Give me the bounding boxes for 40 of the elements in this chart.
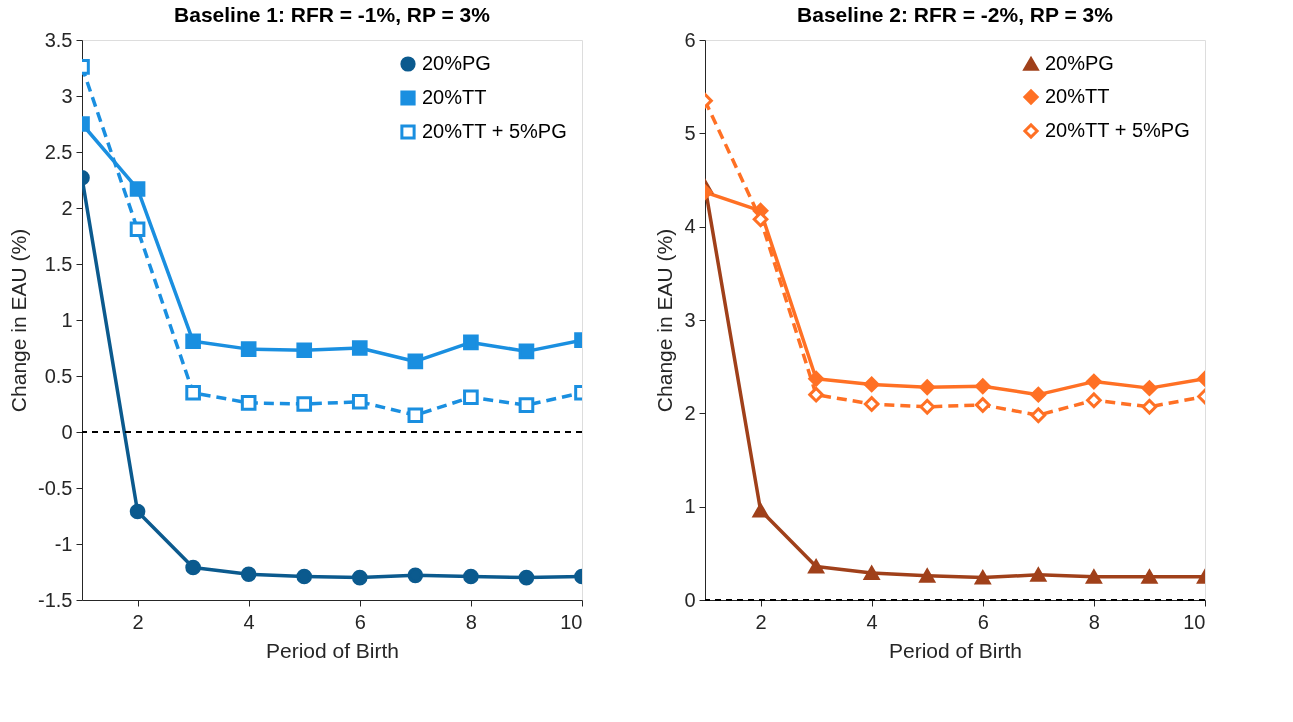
- y-tick-label: 2: [61, 196, 73, 219]
- x-tick-label: 10: [560, 610, 583, 633]
- x-tick-label: 2: [132, 610, 144, 633]
- y-tick-label: -1.5: [38, 588, 73, 611]
- legend-label: 20%TT + 5%PG: [1045, 119, 1190, 141]
- legend-label: 20%TT: [422, 86, 487, 108]
- x-axis-title: Period of Birth: [265, 638, 400, 662]
- chart-title: Baseline 2: RFR = -2%, RP = 3%: [797, 3, 1114, 26]
- y-tick-label: 3: [684, 308, 696, 331]
- x-tick-label: 6: [977, 610, 989, 633]
- y-tick-label: 0: [684, 588, 696, 611]
- y-tick-label: 6: [684, 28, 696, 51]
- legend-label: 20%PG: [422, 52, 491, 74]
- x-axis-title: Period of Birth: [888, 638, 1023, 662]
- y-axis-title: Change in EAU (%): [653, 228, 677, 413]
- x-tick-label: 8: [1088, 610, 1100, 633]
- y-tick-label: 2: [684, 401, 696, 424]
- y-tick-label: 0.5: [44, 364, 73, 387]
- y-axis-title: Change in EAU (%): [7, 228, 31, 413]
- legend-label: 20%PG: [1045, 52, 1114, 74]
- y-tick-label: 2.5: [44, 140, 73, 163]
- y-tick-label: -1: [54, 532, 73, 555]
- x-tick-label: 2: [755, 610, 767, 633]
- y-tick-label: 5: [684, 121, 696, 144]
- y-tick-label: 4: [684, 215, 696, 238]
- y-tick-label: 0: [61, 420, 73, 443]
- x-tick-label: 4: [243, 610, 255, 633]
- legend-label: 20%TT: [1045, 85, 1110, 107]
- y-tick-label: 1: [61, 308, 73, 331]
- x-tick-label: 4: [866, 610, 878, 633]
- y-tick-label: 3.5: [44, 28, 73, 51]
- x-tick-label: 10: [1183, 610, 1206, 633]
- y-tick-label: 1: [684, 495, 696, 518]
- y-tick-label: 1.5: [44, 252, 73, 275]
- y-tick-label: -0.5: [38, 476, 73, 499]
- y-tick-label: 3: [61, 84, 73, 107]
- x-tick-label: 6: [354, 610, 366, 633]
- x-tick-label: 8: [465, 610, 477, 633]
- chart-title: Baseline 1: RFR = -1%, RP = 3%: [174, 3, 491, 26]
- legend-label: 20%TT + 5%PG: [422, 120, 567, 142]
